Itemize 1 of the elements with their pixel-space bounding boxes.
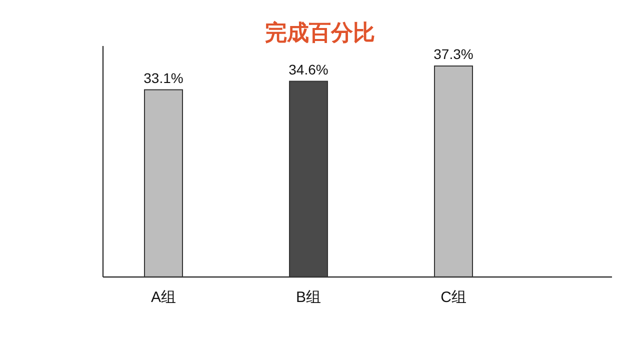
title: 完成百分比 <box>265 20 375 45</box>
